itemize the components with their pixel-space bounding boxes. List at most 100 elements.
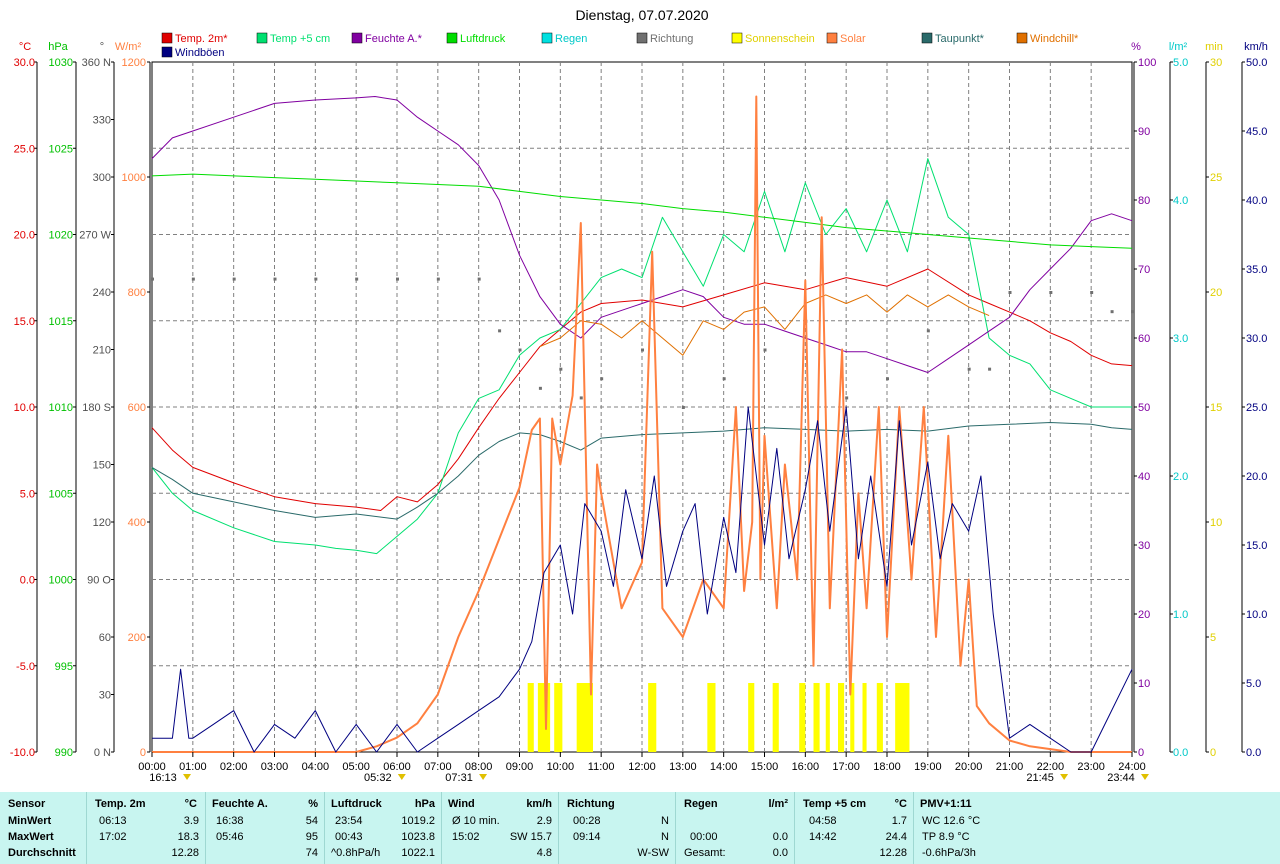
y-tick-label: 5.0 [20, 488, 35, 500]
chart-legend: Temp. 2m* Temp +5 cm Feuchte A.* Luftdruck R… [161, 32, 1079, 59]
stats-richtung-r1-label: 00:28 [573, 815, 601, 827]
y-tick-label: 120 [93, 517, 111, 529]
x-tick-label: 06:00 [383, 761, 411, 773]
series-line [151, 173, 1133, 249]
direction-point [538, 386, 542, 390]
y-axis-unit: hPa [48, 41, 68, 53]
y-tick-label: 200 [128, 632, 146, 644]
stats-label-max: MaxWert [8, 831, 54, 843]
stats-luftdruck-unit: hPa [414, 798, 435, 810]
stats-temp5-min-time: 04:58 [809, 815, 837, 827]
y-tick-label: -10.0 [10, 747, 35, 759]
y-tick-label: 50 [1138, 402, 1150, 414]
stats-temp2m-avg: 12.28 [171, 847, 199, 859]
y-tick-label: 1.0 [1173, 609, 1188, 621]
legend-swatch [256, 32, 268, 44]
marker-label: 05:32 [364, 772, 392, 784]
stats-temp2m-title: Temp. 2m [95, 798, 146, 810]
x-tick-label: 08:00 [465, 761, 493, 773]
y-tick-label: 25.0 [1246, 402, 1267, 414]
stats-luftdruck-min-val: 1019.2 [401, 815, 435, 827]
series-line [152, 406, 1133, 753]
y-tick-label: 20 [1138, 609, 1150, 621]
stats-temp2m-min-val: 3.9 [183, 815, 199, 827]
stats-luftdruck-title: Luftdruck [331, 798, 382, 810]
series-line [152, 95, 1132, 753]
stats-luftdruck-trend: ^0.8hPa/h [331, 847, 381, 859]
y-tick-label: 50.0 [1246, 57, 1267, 69]
y-tick-label: 3.0 [1173, 333, 1188, 345]
legend-label: Sonnenschein [745, 33, 815, 45]
y-tick-label: 0 [1210, 747, 1216, 759]
stats-pmv-wc: WC 12.6 °C [922, 815, 981, 827]
y-tick-label: 995 [55, 661, 73, 673]
y-tick-label: 0.0 [1246, 747, 1261, 759]
legend-label: Feuchte A.* [365, 33, 423, 45]
y-tick-label: 30 [1210, 57, 1222, 69]
y-tick-label: 360 N [82, 57, 111, 69]
sunshine-bar [748, 683, 755, 752]
stats-feuchte-min-val: 54 [305, 815, 318, 827]
stats-wind-unit: km/h [526, 798, 552, 810]
stats-regen-r2-label: 00:00 [690, 831, 718, 843]
sun-icon [1140, 774, 1149, 780]
x-tick-label: 12:00 [628, 761, 656, 773]
chart-plot [151, 95, 1134, 753]
stats-richtung-r1-val: N [661, 815, 669, 827]
sun-markers: 16:13 05:32 07:31 21:45 23:44 [149, 772, 1149, 784]
y-tick-label: 990 [55, 747, 73, 759]
direction-point [988, 367, 992, 371]
direction-point [273, 277, 277, 281]
direction-point [600, 377, 604, 381]
direction-point [641, 348, 644, 352]
x-tick-label: 13:00 [669, 761, 697, 773]
y-tick-label: 1010 [49, 402, 73, 414]
marker-label: 23:44 [1107, 772, 1135, 784]
stats-feuchte-title: Feuchte A. [212, 798, 268, 810]
x-tick-label: 04:00 [302, 761, 330, 773]
marker-label: 21:45 [1026, 772, 1054, 784]
stats-richtung-r2-label: 09:14 [573, 831, 601, 843]
y-tick-label: 20 [1210, 287, 1222, 299]
y-tick-label: 100 [1138, 57, 1156, 69]
stats-header-sensor: Sensor [8, 798, 46, 810]
y-tick-label: 20.0 [1246, 471, 1267, 483]
direction-point [314, 277, 318, 281]
direction-point [436, 277, 440, 281]
stats-regen: Regen l/m² 00:00 0.0 Gesamt: 0.0 [676, 792, 794, 864]
stats-pmv-tp: TP 8.9 °C [922, 831, 970, 843]
stats-wind-title: Wind [448, 798, 475, 810]
x-tick-label: 19:00 [914, 761, 942, 773]
y-tick-label: 1000 [122, 172, 146, 184]
sunshine-bar [862, 683, 867, 752]
legend-label: Temp +5 cm [270, 33, 330, 45]
sunshine-bar [799, 683, 806, 752]
x-tick-label: 24:00 [1118, 761, 1146, 773]
direction-point [1008, 291, 1012, 294]
y-tick-label: 25.0 [14, 143, 35, 155]
legend-label: Richtung [650, 33, 693, 45]
y-tick-label: 15 [1210, 402, 1222, 414]
series-line [151, 268, 1133, 511]
direction-point [967, 367, 971, 371]
sunshine-bar [537, 683, 551, 752]
direction-point [886, 377, 889, 381]
stats-wind-r1-label: Ø 10 min. [452, 815, 500, 827]
x-tick-label: 22:00 [1037, 761, 1065, 773]
stats-regen-r2-val: 0.0 [772, 831, 788, 843]
stats-luftdruck-max-time: 00:43 [335, 831, 363, 843]
sunshine-bar [838, 683, 845, 752]
sunshine-bar [813, 683, 820, 752]
stats-label-min: MinWert [8, 815, 52, 827]
legend-label: Temp. 2m* [175, 33, 228, 45]
y-tick-label: 45.0 [1246, 126, 1267, 138]
sunshine-bar [850, 683, 855, 752]
sunshine-bar [772, 683, 779, 752]
stats-luftdruck: Luftdruck hPa 23:54 1019.2 00:43 1023.8 … [325, 792, 441, 864]
stats-wind-avg: 4.8 [536, 847, 552, 859]
x-tick-label: 20:00 [955, 761, 983, 773]
stats-richtung-title: Richtung [567, 798, 615, 810]
direction-point [151, 277, 154, 281]
sun-icon [479, 774, 488, 780]
y-tick-label: 60 [1138, 333, 1150, 345]
